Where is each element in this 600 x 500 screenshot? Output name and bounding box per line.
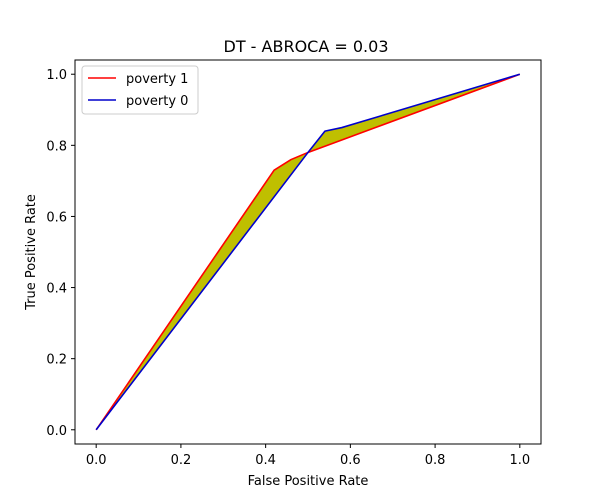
y-axis-label: True Positive Rate [24, 194, 39, 311]
x-axis-label: False Positive Rate [248, 474, 369, 489]
chart-title: DT - ABROCA = 0.03 [224, 37, 389, 56]
y-axis: 0.0 0.2 0.4 0.6 0.8 1.0 [46, 68, 75, 439]
x-tick-label: 0.0 [86, 453, 107, 468]
legend-label: poverty 1 [126, 72, 188, 87]
x-axis: 0.0 0.2 0.4 0.6 0.8 1.0 [86, 444, 530, 468]
y-tick-label: 0.4 [46, 282, 67, 297]
x-tick-label: 1.0 [509, 453, 530, 468]
plot-area [95, 73, 521, 431]
y-tick-label: 0.2 [46, 353, 67, 368]
x-tick-label: 0.8 [425, 453, 446, 468]
legend: poverty 1 poverty 0 [81, 65, 199, 115]
series-line-poverty-0 [95, 73, 521, 431]
axes-frame [74, 59, 542, 445]
y-tick-label: 0.6 [46, 210, 67, 225]
x-tick-label: 0.4 [255, 453, 276, 468]
y-tick-label: 0.0 [46, 424, 67, 439]
series-line-poverty-1 [95, 73, 521, 431]
x-tick-label: 0.6 [340, 453, 361, 468]
y-tick-label: 0.8 [46, 139, 67, 154]
legend-label: poverty 0 [126, 94, 188, 109]
x-tick-label: 0.2 [171, 453, 192, 468]
y-tick-label: 1.0 [46, 68, 67, 83]
